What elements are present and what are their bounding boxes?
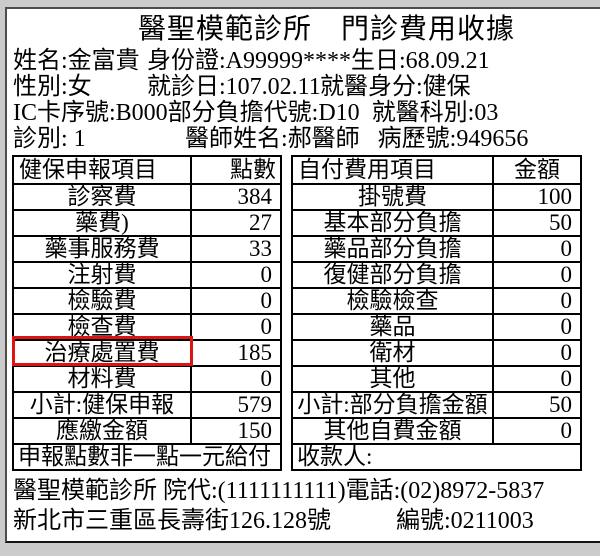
row-value: 50 [492,209,582,237]
ic-card-copay-code: IC卡序號:B000部分負擔代號:D10 [13,100,360,126]
clinic-address: 新北市三重區長壽街126.128號 [13,508,331,534]
visit-type: 診別: 1 [13,126,86,152]
treatment-fee-label: 治療處置費 [44,340,160,365]
row-label: 檢查費 [12,313,192,341]
table-row: 基本部分負擔 50 [291,209,582,237]
row-value: 27 [190,209,282,237]
table-row-subtotal: 小計:部分負擔金額 50 [291,391,582,419]
chart-number: 病歷號:949656 [377,126,529,152]
nhi-header-item: 健保申報項目 [12,155,192,185]
row-value: 50 [492,391,582,419]
row-value: 0 [492,235,582,263]
row-label: 復健部分負擔 [291,261,494,289]
table-row: 診察費 384 [12,183,282,211]
payee-note: 收款人: [291,443,582,471]
fee-tables: 健保申報項目 點數 診察費 384 藥費) 27 藥事服務費 33 注射費 0 … [12,155,600,471]
row-label: 小計:健保申報 [12,391,192,419]
medical-identity: 就醫身分:健保 [320,74,471,100]
table-row: 檢驗檢查 0 [291,287,582,315]
table-row: 衛材 0 [291,339,582,367]
row-value: 0 [190,313,282,341]
row-label: 藥事服務費 [12,235,192,263]
row-label: 應繳金額 [12,417,192,445]
table-row: 其他 0 [291,365,582,393]
row-label: 診察費 [12,183,192,211]
row-label: 其他 [291,365,494,393]
table-row-amount-due: 應繳金額 150 [12,417,282,445]
row-value: 0 [492,287,582,315]
table-row: 注射費 0 [12,261,282,289]
table-row: 復健部分負擔 0 [291,261,582,289]
row-label: 掛號費 [291,183,494,211]
medical-dept: 就醫科別:03 [371,100,499,126]
doctor-name: 醫師姓名:郝醫師 [185,126,360,152]
row-value: 33 [190,235,282,263]
row-label: 其他自費金額 [291,417,494,445]
nhi-header-points: 點數 [190,155,282,185]
row-label: 小計:部分負擔金額 [291,391,494,419]
row-label-treatment-fee: 治療處置費 [12,336,193,367]
row-value: 0 [190,261,282,289]
row-label: 衛材 [291,339,494,367]
table-row-treatment-fee: 治療處置費 185 [12,336,282,367]
row-value: 185 [190,339,282,367]
row-label: 藥費) [12,209,192,237]
visit-date: 就診日:107.02.11 [147,74,321,100]
info-line-1: 姓名:金富貴 身份證:A99999****生日:68.09.21 [13,48,600,74]
info-line-4: 診別: 1 醫師姓名:郝醫師 病歷號:949656 [13,126,600,152]
row-label: 注射費 [12,261,192,289]
row-value: 0 [492,313,582,341]
patient-gender: 性別:女 [13,74,92,100]
row-label: 藥品 [291,313,494,341]
patient-id-birth: 身份證:A99999****生日:68.09.21 [147,48,490,74]
row-label: 檢驗檢查 [291,287,494,315]
selfpay-table: 自付費用項目 金額 掛號費 100 基本部分負擔 50 藥品部分負擔 0 復健部… [291,155,582,471]
table-note-row: 申報點數非一點一元給付 [12,443,282,471]
table-row: 檢查費 0 [12,313,282,341]
row-value: 0 [190,287,282,315]
nhi-claim-table: 健保申報項目 點數 診察費 384 藥費) 27 藥事服務費 33 注射費 0 … [12,155,282,471]
patient-info: 姓名:金富貴 身份證:A99999****生日:68.09.21 性別:女 就診日:… [13,48,600,152]
table-row: 藥品部分負擔 0 [291,235,582,263]
row-label: 藥品部分負擔 [291,235,494,263]
row-value: 100 [492,183,582,211]
table-row: 藥費) 27 [12,209,282,237]
clinic-code-phone: 醫聖模範診所 院代:(1111111111)電話:(02)8972-5837 [13,478,545,504]
nhi-note: 申報點數非一點一元給付 [12,443,282,471]
table-note-row: 收款人: [291,443,582,471]
table-row-subtotal: 小計:健保申報 579 [12,391,282,419]
row-value: 150 [190,417,282,445]
table-row: 其他自費金額 0 [291,417,582,445]
row-label: 基本部分負擔 [291,209,494,237]
page-title: 醫聖模範診所 門診費用收據 [137,14,515,45]
table-row: 藥事服務費 33 [12,235,282,263]
table-row: 藥品 0 [291,313,582,341]
row-value: 0 [492,365,582,393]
receipt-serial: 編號:0211003 [396,508,534,534]
row-label: 材料費 [12,365,192,393]
row-value: 0 [492,417,582,445]
table-header-row: 健保申報項目 點數 [12,155,282,185]
row-value: 384 [190,183,282,211]
selfpay-header-amount: 金額 [492,155,582,185]
info-line-2: 性別:女 就診日:107.02.11就醫身分:健保 [13,74,600,100]
footer-line-2: 新北市三重區長壽街126.128號 編號:0211003 [13,506,600,536]
row-value: 579 [190,391,282,419]
receipt-panel: 醫聖模範診所 門診費用收據 姓名:金富貴 身份證:A99999****生日:68.… [5,7,600,543]
info-line-3: IC卡序號:B000部分負擔代號:D10 就醫科別:03 [13,100,600,126]
clinic-footer: 醫聖模範診所 院代:(1111111111)電話:(02)8972-5837 新… [13,476,600,536]
selfpay-header-item: 自付費用項目 [291,155,494,185]
table-header-row: 自付費用項目 金額 [291,155,582,185]
table-row: 掛號費 100 [291,183,582,211]
row-value: 0 [492,339,582,367]
table-row: 材料費 0 [12,365,282,393]
row-label: 檢驗費 [12,287,192,315]
patient-name: 姓名:金富貴 [13,48,140,74]
row-value: 0 [190,365,282,393]
row-value: 0 [492,261,582,289]
table-row: 檢驗費 0 [12,287,282,315]
